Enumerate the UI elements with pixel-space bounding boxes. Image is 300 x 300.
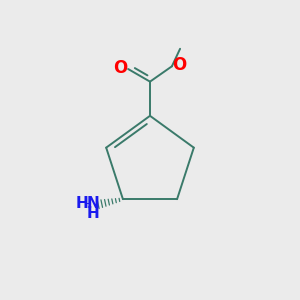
Text: O: O xyxy=(172,56,187,74)
Text: N: N xyxy=(86,196,99,211)
Text: –: – xyxy=(84,197,91,210)
Text: O: O xyxy=(113,59,127,77)
Text: H: H xyxy=(86,206,99,220)
Text: H: H xyxy=(76,196,88,211)
